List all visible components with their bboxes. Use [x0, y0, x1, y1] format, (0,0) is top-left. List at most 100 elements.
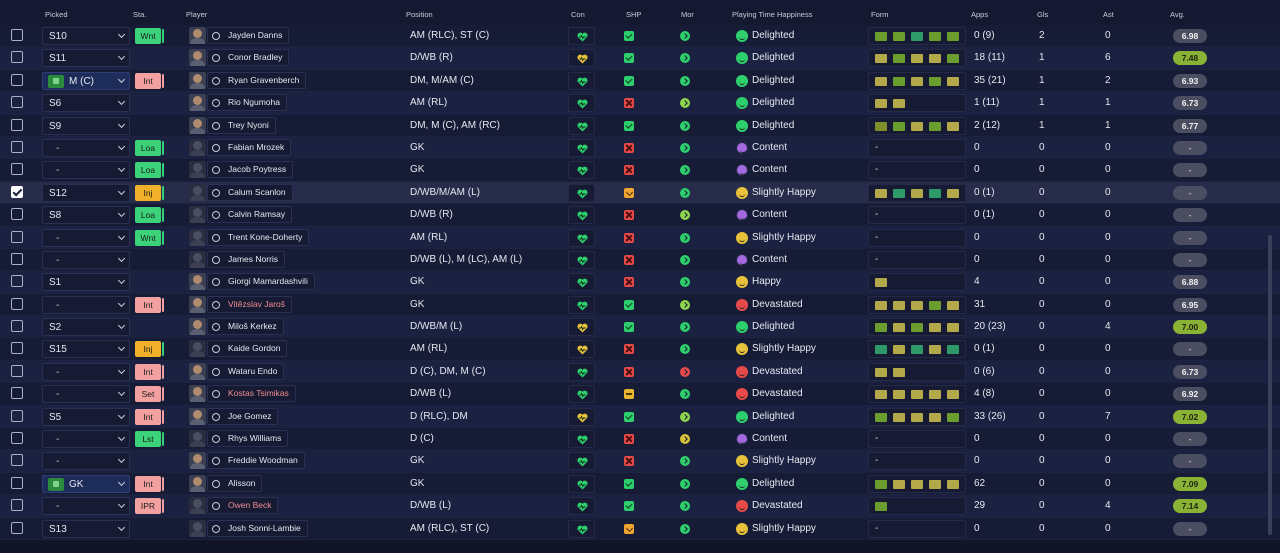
row-checkbox[interactable]: [11, 163, 23, 176]
table-row[interactable]: - James Norris D/WB (L), M (LC), AM (L) Con…: [0, 248, 1280, 272]
player-name-box[interactable]: Wataru Endo: [207, 362, 285, 380]
row-checkbox[interactable]: [11, 432, 23, 445]
picked-select[interactable]: S15: [42, 340, 130, 359]
picked-select[interactable]: -: [42, 497, 130, 516]
table-row[interactable]: - Loa Fabian Mrozek GK Content -0 0 0-: [0, 136, 1280, 160]
header-form[interactable]: Form: [871, 10, 889, 19]
row-checkbox[interactable]: [11, 364, 23, 377]
player-name-box[interactable]: Conor Bradley: [207, 49, 290, 67]
header-avg[interactable]: Avg.: [1170, 10, 1185, 19]
player-name-box[interactable]: James Norris: [207, 250, 286, 268]
player-name-box[interactable]: Trey Nyoni: [207, 116, 276, 134]
picked-select[interactable]: -: [42, 452, 130, 471]
row-checkbox[interactable]: [11, 342, 23, 355]
picked-select[interactable]: S1: [42, 273, 130, 292]
player-name-box[interactable]: Giorgi Mamardashvili: [207, 273, 315, 291]
status-badge[interactable]: IPR: [135, 498, 164, 515]
picked-select[interactable]: -: [42, 250, 130, 269]
picked-select[interactable]: M (C): [42, 71, 130, 90]
table-row[interactable]: - Int Wataru Endo D (C), DM, M (C) Devastate…: [0, 360, 1280, 384]
header-picked[interactable]: Picked: [45, 10, 68, 19]
table-row[interactable]: S13 Josh Sonni-Lambie AM (RLC), ST (C) Slig…: [0, 517, 1280, 540]
status-badge[interactable]: Int: [135, 475, 164, 492]
status-badge[interactable]: Int: [135, 408, 164, 425]
player-name-box[interactable]: Ryan Gravenberch: [207, 71, 307, 89]
player-name-box[interactable]: Jayden Danns: [207, 27, 290, 44]
table-row[interactable]: S15 Inj Kaide Gordon AM (RL) Slightly Happy 0…: [0, 338, 1280, 361]
player-name-box[interactable]: Fabian Mrozek: [207, 138, 292, 156]
player-name-box[interactable]: Alisson: [207, 474, 263, 492]
table-row[interactable]: S1 Giorgi Mamardashvili GK Happy 4 0 0 6.88: [0, 271, 1280, 294]
table-row[interactable]: M (C) Int Ryan Gravenberch DM, M/AM (C) Deli…: [0, 69, 1280, 93]
row-checkbox[interactable]: [11, 208, 23, 221]
picked-select[interactable]: -: [42, 362, 130, 381]
picked-select[interactable]: S8: [42, 206, 130, 225]
picked-select[interactable]: S5: [42, 407, 130, 426]
status-badge[interactable]: Int: [135, 72, 164, 89]
table-row[interactable]: S8 Loa Calvin Ramsay D/WB (R) Content -0 (1) 0…: [0, 204, 1280, 227]
table-row[interactable]: - Lst Rhys Williams D (C) Content -0 0 0-: [0, 428, 1280, 451]
picked-select[interactable]: S11: [42, 49, 130, 68]
table-row[interactable]: S10 Wnt Jayden Danns AM (RLC), ST (C) Deligh…: [0, 25, 1280, 48]
row-checkbox[interactable]: [11, 118, 23, 131]
picked-select[interactable]: S9: [42, 116, 130, 135]
picked-select[interactable]: S12: [42, 183, 130, 202]
table-row[interactable]: - Loa Jacob Poytress GK Content -0 0 0-: [0, 159, 1280, 182]
table-row[interactable]: GK Int Alisson GK Delighted 62 0 0 7.09: [0, 472, 1280, 496]
player-name-box[interactable]: Freddie Woodman: [207, 452, 305, 470]
header-sta[interactable]: Sta.: [133, 10, 147, 19]
player-name-box[interactable]: Kostas Tsimikas: [207, 385, 296, 403]
picked-select[interactable]: -: [42, 161, 130, 180]
table-row[interactable]: - Wnt Trent Kone-Doherty AM (RL) Slightly Ha…: [0, 226, 1280, 249]
player-name-box[interactable]: Calvin Ramsay: [207, 206, 293, 224]
table-row[interactable]: S11 Conor Bradley D/WB (R) Delighted 18 (11)…: [0, 47, 1280, 70]
table-row[interactable]: - Int Vitězslav Jaroš GK Devastated 31 0 0 6.95: [0, 293, 1280, 317]
row-checkbox[interactable]: [11, 96, 23, 109]
scrollbar[interactable]: [1268, 235, 1272, 535]
status-badge[interactable]: Loa: [135, 207, 164, 224]
status-badge[interactable]: Wnt: [135, 28, 164, 44]
picked-select[interactable]: S10: [42, 27, 130, 45]
row-checkbox[interactable]: [11, 140, 23, 153]
table-row[interactable]: - Set Kostas Tsimikas D/WB (L) Devastated 4 (…: [0, 383, 1280, 406]
row-checkbox[interactable]: [11, 297, 23, 310]
row-checkbox[interactable]: [11, 230, 23, 243]
player-name-box[interactable]: Rio Ngumoha: [207, 94, 287, 112]
header-apps[interactable]: Apps: [971, 10, 989, 19]
row-checkbox[interactable]: [11, 185, 23, 198]
picked-select[interactable]: S2: [42, 318, 130, 337]
table-row[interactable]: S2 Miloš Kerkez D/WB/M (L) Delighted 20 (23)…: [0, 316, 1280, 339]
player-name-box[interactable]: Rhys Williams: [207, 430, 289, 448]
picked-select[interactable]: -: [42, 295, 130, 314]
row-checkbox[interactable]: [11, 476, 23, 489]
row-checkbox[interactable]: [11, 521, 23, 534]
picked-select[interactable]: -: [42, 138, 130, 157]
table-row[interactable]: - Freddie Woodman GK Slightly Happy -0 0 0-: [0, 450, 1280, 473]
player-name-box[interactable]: Vitězslav Jaroš: [207, 295, 293, 313]
header-mor[interactable]: Mor: [681, 10, 694, 19]
header-gls[interactable]: Gls: [1037, 10, 1049, 19]
player-name-box[interactable]: Kaide Gordon: [207, 340, 288, 358]
table-row[interactable]: S9 Trey Nyoni DM, M (C), AM (RC) Delighted 2…: [0, 114, 1280, 137]
row-checkbox[interactable]: [11, 320, 23, 333]
picked-select[interactable]: S6: [42, 94, 130, 113]
row-checkbox[interactable]: [11, 454, 23, 467]
row-checkbox[interactable]: [11, 73, 23, 86]
picked-select[interactable]: -: [42, 385, 130, 404]
header-happiness[interactable]: Playing Time Happiness: [732, 10, 813, 19]
picked-select[interactable]: S13: [42, 519, 130, 538]
player-name-box[interactable]: Owen Beck: [207, 497, 279, 515]
player-name-box[interactable]: Jacob Poytress: [207, 161, 294, 179]
player-name-box[interactable]: Josh Sonni-Lambie: [207, 519, 308, 537]
player-name-box[interactable]: Miloš Kerkez: [207, 318, 284, 336]
header-position[interactable]: Position: [406, 10, 433, 19]
picked-select[interactable]: -: [42, 228, 130, 247]
row-checkbox[interactable]: [11, 499, 23, 512]
picked-select[interactable]: GK: [42, 474, 130, 493]
table-row[interactable]: - IPR Owen Beck D/WB (L) Devastated 29 0 4 7.14: [0, 495, 1280, 518]
table-row[interactable]: S6 Rio Ngumoha AM (RL) Delighted 1 (11) 1 1 6.7…: [0, 92, 1280, 115]
player-name-box[interactable]: Calum Scanlon: [207, 183, 293, 201]
table-row[interactable]: S12 Inj Calum Scanlon D/WB/M/AM (L) Slightly…: [0, 181, 1280, 205]
picked-select[interactable]: -: [42, 430, 130, 449]
status-badge[interactable]: Loa: [135, 162, 164, 179]
